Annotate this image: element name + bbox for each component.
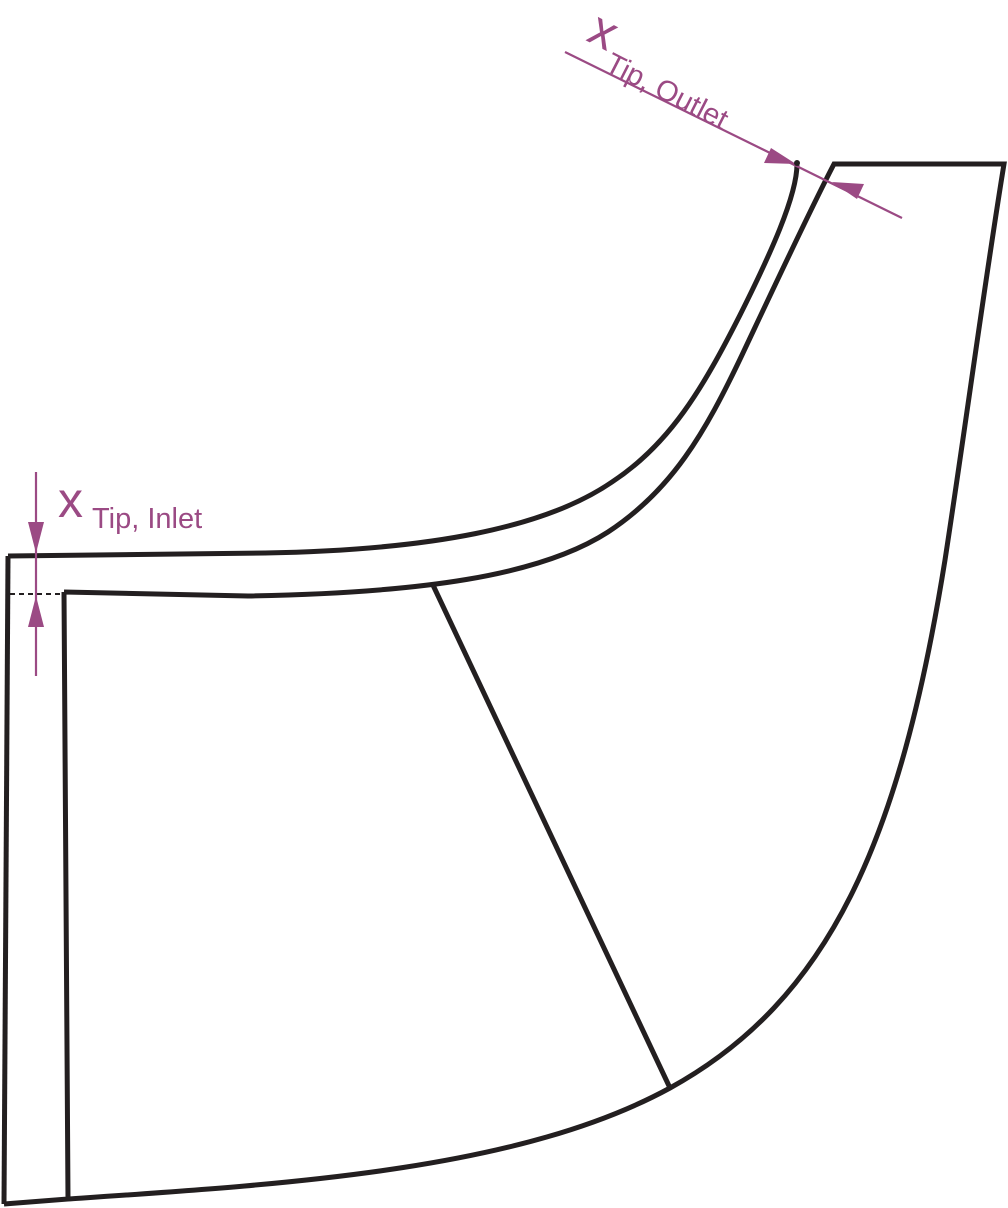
inlet-outer-wall [1, 555, 11, 1205]
inlet-tip-clearance-dimension [28, 472, 44, 676]
outlet-label-subscript: Tip, Outlet [600, 47, 733, 136]
blade-outline [3, 161, 1007, 1207]
outlet-tip-clearance-label-group: x Tip, Outlet [574, 0, 751, 136]
outlet-tip-clearance-dimension [564, 51, 903, 219]
inlet-dimension-lower-arrow [28, 596, 44, 627]
inlet-dimension-upper-arrow [28, 522, 44, 553]
outlet-tip-point [794, 160, 800, 166]
inlet-label-symbol: x [58, 472, 83, 528]
outlet-tip-clearance-label: x Tip, Outlet [574, 0, 751, 136]
outlet-dimension-right-arrow [832, 182, 864, 199]
inlet-label-subscript: Tip, Inlet [92, 503, 202, 535]
inlet-tip-clearance-label: x Tip, Inlet [58, 472, 202, 535]
casing-outline [7, 163, 800, 559]
outlet-dimension-left-arrow [764, 148, 796, 164]
blade-leading-edge [429, 581, 673, 1090]
